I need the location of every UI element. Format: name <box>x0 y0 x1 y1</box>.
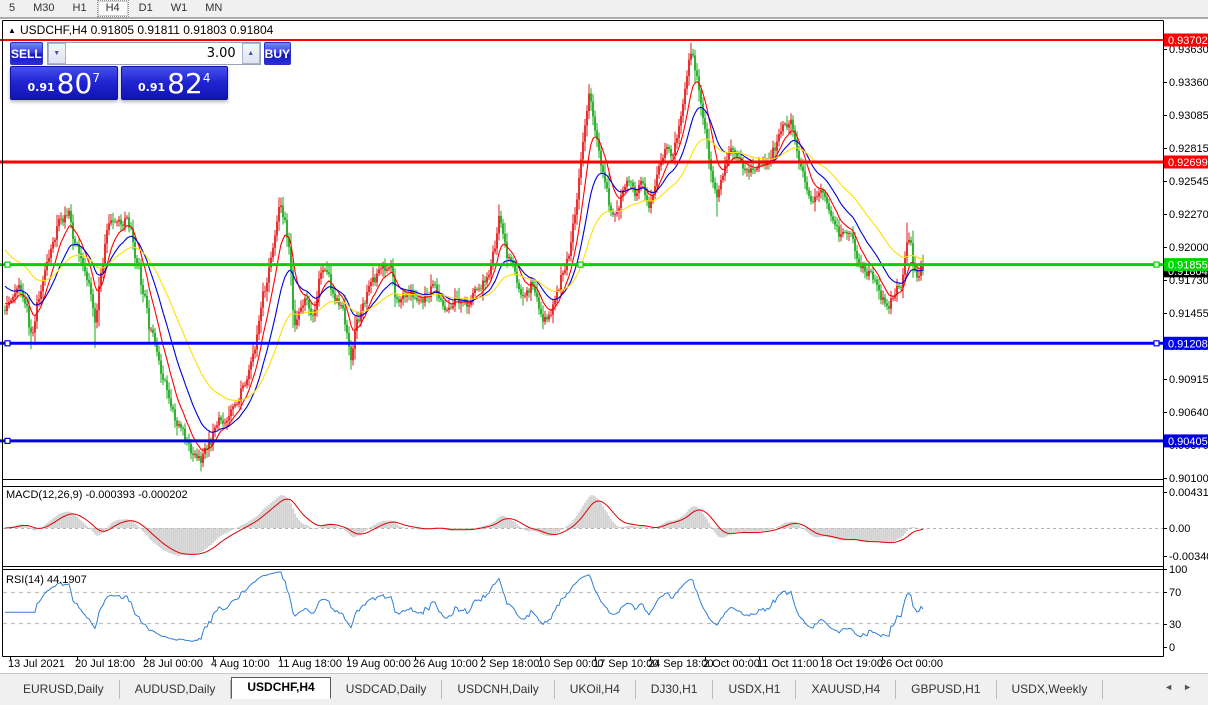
chart-tab-ukoil-h4[interactable]: UKOil,H4 <box>555 680 636 699</box>
timeframe-button-w1[interactable]: W1 <box>163 1 196 16</box>
svg-text:0.92270: 0.92270 <box>1169 209 1208 221</box>
timeframe-button-m30[interactable]: M30 <box>25 1 62 16</box>
symbol-collapse-arrow-icon[interactable]: ▲ <box>8 26 16 35</box>
macd-label: MACD(12,26,9) -0.000393 -0.000202 <box>6 489 188 501</box>
svg-text:0.00431: 0.00431 <box>1169 487 1208 499</box>
chart-canvas[interactable]: 0.936300.933600.930850.928150.925450.922… <box>0 0 1208 674</box>
volume-increase-icon[interactable]: ▲ <box>242 43 260 64</box>
sell-price-display[interactable]: 0.91 80 7 <box>10 66 118 100</box>
timeframe-button-d1[interactable]: D1 <box>131 1 161 16</box>
svg-text:2 Sep 18:00: 2 Sep 18:00 <box>480 658 539 670</box>
buy-price-display[interactable]: 0.91 82 4 <box>121 66 229 100</box>
chart-tab-xauusd-h4[interactable]: XAUUSD,H4 <box>796 680 896 699</box>
chart-tab-eurusd-daily[interactable]: EURUSD,Daily <box>8 680 120 699</box>
svg-text:4 Aug 10:00: 4 Aug 10:00 <box>211 658 270 670</box>
svg-text:0.91208: 0.91208 <box>1168 338 1208 350</box>
volume-input[interactable] <box>66 43 242 64</box>
one-click-trading-panel: SELL ▼ ▲ BUY 0.91 80 7 0.91 82 4 <box>10 42 228 100</box>
sell-price-big: 80 <box>57 70 93 98</box>
timeframe-button-mn[interactable]: MN <box>197 1 230 16</box>
svg-text:-0.003405: -0.003405 <box>1169 551 1208 563</box>
svg-text:0.93702: 0.93702 <box>1168 35 1208 47</box>
svg-text:0.91455: 0.91455 <box>1169 308 1208 320</box>
sell-price-prefix: 0.91 <box>28 81 55 94</box>
chart-tab-gbpusd-h1[interactable]: GBPUSD,H1 <box>896 680 996 699</box>
svg-text:26 Aug 10:00: 26 Aug 10:00 <box>413 658 478 670</box>
svg-text:19 Aug 00:00: 19 Aug 00:00 <box>346 658 411 670</box>
chart-tab-usdcad-daily[interactable]: USDCAD,Daily <box>331 680 443 699</box>
svg-text:20 Jul 18:00: 20 Jul 18:00 <box>75 658 135 670</box>
buy-button[interactable]: BUY <box>264 42 291 65</box>
macd-pane <box>3 495 1163 556</box>
svg-text:0.92000: 0.92000 <box>1169 242 1208 254</box>
svg-text:0: 0 <box>1169 642 1175 654</box>
tab-scroll-left-icon[interactable]: ◄ <box>1164 682 1183 692</box>
chart-tab-dj30-h1[interactable]: DJ30,H1 <box>636 680 714 699</box>
svg-text:0.93085: 0.93085 <box>1169 110 1208 122</box>
svg-text:0.92699: 0.92699 <box>1168 157 1208 169</box>
buy-price-prefix: 0.91 <box>138 81 165 94</box>
chart-ohlc-header: USDCHF,H4 0.91805 0.91811 0.91803 0.9180… <box>20 23 274 37</box>
rsi-pane <box>3 572 1163 641</box>
svg-text:28 Jul 00:00: 28 Jul 00:00 <box>143 658 203 670</box>
rsi-label: RSI(14) 44.1907 <box>6 574 87 586</box>
tab-scroll-arrows: ◄► <box>1164 682 1202 692</box>
chart-tab-usdchf-h4[interactable]: USDCHF,H4 <box>231 677 330 699</box>
buy-price-pips: 4 <box>203 71 211 85</box>
volume-spinner: ▼ ▲ <box>47 42 261 65</box>
chart-tab-usdx-weekly[interactable]: USDX,Weekly <box>997 680 1104 699</box>
sell-price-pips: 7 <box>92 71 100 85</box>
price-axis[interactable]: 0.936300.933600.930850.928150.925450.922… <box>1163 34 1208 655</box>
chart-tab-usdcnh-daily[interactable]: USDCNH,Daily <box>442 680 554 699</box>
svg-text:2 Oct 00:00: 2 Oct 00:00 <box>703 658 760 670</box>
sell-button[interactable]: SELL <box>10 42 43 65</box>
svg-text:11 Aug 18:00: 11 Aug 18:00 <box>278 658 342 670</box>
svg-text:0.90405: 0.90405 <box>1168 436 1208 448</box>
svg-text:100: 100 <box>1169 564 1187 576</box>
svg-text:30: 30 <box>1169 619 1181 631</box>
svg-text:18 Oct 19:00: 18 Oct 19:00 <box>820 658 883 670</box>
svg-text:11 Oct 11:00: 11 Oct 11:00 <box>757 658 818 670</box>
svg-text:0.90100: 0.90100 <box>1169 473 1208 485</box>
timeframe-button-h1[interactable]: H1 <box>65 1 95 16</box>
svg-text:0.92815: 0.92815 <box>1169 143 1208 155</box>
buy-price-big: 82 <box>167 70 203 98</box>
svg-text:0.93360: 0.93360 <box>1169 77 1208 89</box>
svg-text:0.90915: 0.90915 <box>1169 374 1208 386</box>
svg-text:13 Jul 2021: 13 Jul 2021 <box>8 658 65 670</box>
svg-text:0.91855: 0.91855 <box>1168 260 1208 272</box>
svg-text:0.92545: 0.92545 <box>1169 176 1208 188</box>
timeframe-button-5[interactable]: 5 <box>1 1 23 16</box>
timeframe-button-h4[interactable]: H4 <box>97 0 129 17</box>
svg-text:0.90640: 0.90640 <box>1169 407 1208 419</box>
panel-frames <box>0 19 1208 657</box>
svg-text:70: 70 <box>1169 587 1181 599</box>
svg-text:26 Oct 00:00: 26 Oct 00:00 <box>880 658 943 670</box>
time-axis[interactable]: 13 Jul 2021 20 Jul 18:00 28 Jul 00:00 4 Aug… <box>8 657 943 671</box>
chart-tab-usdx-h1[interactable]: USDX,H1 <box>713 680 796 699</box>
tab-scroll-right-icon[interactable]: ► <box>1183 682 1202 692</box>
svg-text:0.00: 0.00 <box>1169 523 1190 535</box>
volume-decrease-icon[interactable]: ▼ <box>48 43 66 64</box>
chart-tab-audusd-daily[interactable]: AUDUSD,Daily <box>120 680 232 699</box>
